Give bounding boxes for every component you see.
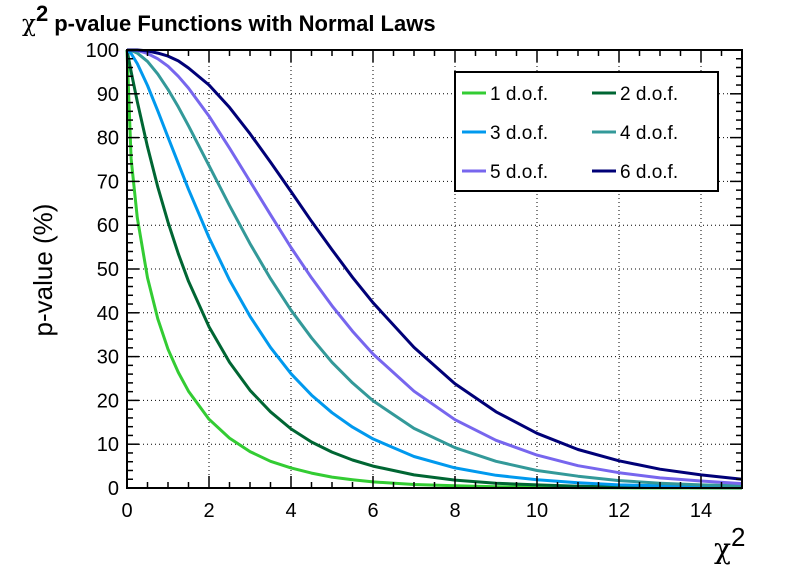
x-tick-label: 2	[203, 500, 214, 522]
y-tick-label: 0	[108, 478, 119, 500]
y-tick-label: 40	[97, 303, 119, 325]
legend-label-6: 6 d.o.f.	[620, 162, 678, 183]
chart-title: χ2 p-value Functions with Normal Laws	[22, 1, 436, 37]
y-tick-label: 30	[97, 347, 119, 369]
y-tick-label: 20	[97, 390, 119, 412]
y-tick-label: 50	[97, 259, 119, 281]
legend: 1 d.o.f. 2 d.o.f. 3 d.o.f. 4 d.o.f. 5 d.o.f.…	[454, 71, 719, 192]
legend-label-1: 1 d.o.f.	[490, 84, 548, 105]
y-tick-label: 80	[97, 128, 119, 150]
series-line-5	[127, 48, 743, 486]
series-line-6	[127, 48, 743, 481]
x-tick-label: 14	[690, 500, 712, 522]
plot-frame	[126, 49, 743, 489]
x-axis-label: χ2	[714, 522, 745, 565]
title-superscript: 2	[36, 1, 48, 26]
legend-label-3: 3 d.o.f.	[490, 123, 548, 144]
y-tick-label: 10	[97, 434, 119, 456]
legend-label-5: 5 d.o.f.	[490, 162, 548, 183]
x-axis-chi-symbol: χ	[714, 532, 731, 565]
legend-label-4: 4 d.o.f.	[620, 123, 678, 144]
title-text: p-value Functions with Normal Laws	[54, 11, 435, 36]
x-tick-label: 4	[285, 500, 296, 522]
y-tick-label: 90	[97, 84, 119, 106]
y-axis-label: p-value (%)	[28, 204, 58, 337]
x-tick-label: 10	[526, 500, 548, 522]
y-tick-label: 100	[86, 40, 119, 62]
x-axis-superscript: 2	[731, 522, 745, 552]
y-tick-label: 60	[97, 215, 119, 237]
title-chi-symbol: χ	[22, 11, 36, 37]
x-tick-label: 8	[449, 500, 460, 522]
series-line-3	[126, 48, 743, 489]
y-tick-label: 70	[97, 171, 119, 193]
series-line-4	[126, 48, 743, 488]
x-tick-label: 6	[367, 500, 378, 522]
series-line-2	[125, 49, 743, 490]
x-tick-label: 0	[121, 500, 132, 522]
x-tick-label: 12	[608, 500, 630, 522]
legend-label-2: 2 d.o.f.	[620, 84, 678, 105]
